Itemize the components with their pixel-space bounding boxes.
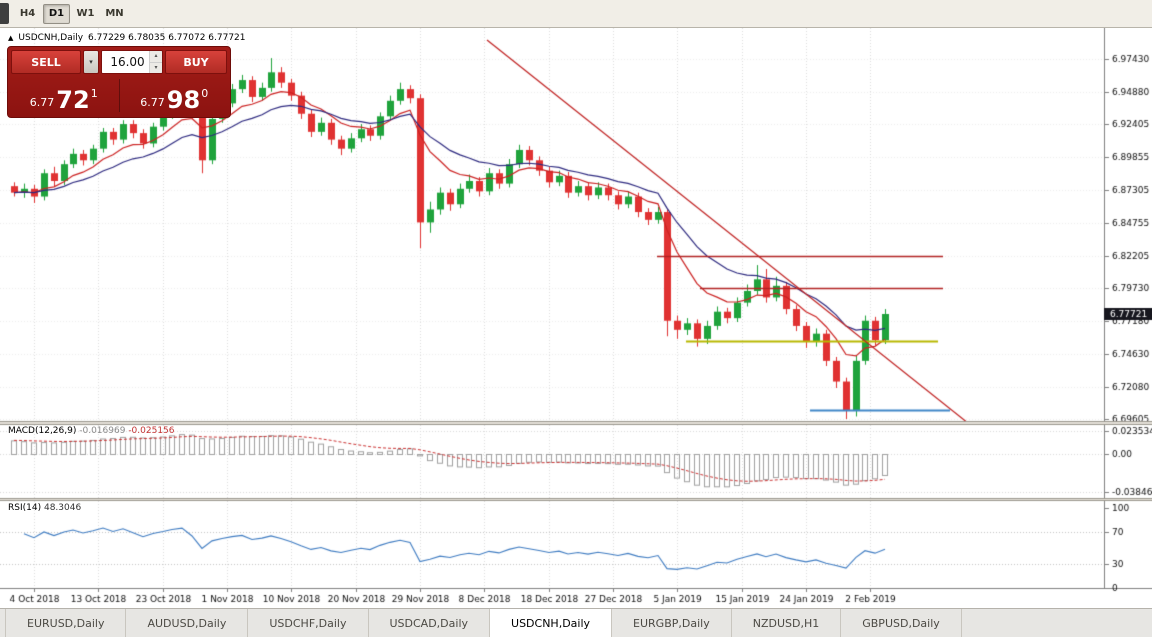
- tab-usdcnh-daily[interactable]: USDCNH,Daily: [490, 609, 613, 637]
- bid-ask-divider: [118, 79, 120, 112]
- volume-increase-button[interactable]: ▴: [150, 51, 162, 63]
- bid-price-pip: 1: [90, 87, 98, 100]
- tab-eurusd-daily[interactable]: EURUSD,Daily: [5, 609, 127, 637]
- tab-usdchf-daily[interactable]: USDCHF,Daily: [248, 609, 369, 637]
- bid-price-prefix: 6.77: [29, 96, 55, 109]
- volume-decrease-button[interactable]: ▾: [150, 62, 162, 73]
- ask-price-big-digits: 98: [166, 86, 201, 114]
- collapse-arrow-icon[interactable]: ▲: [8, 34, 14, 42]
- timeframe-w1-button[interactable]: W1: [72, 4, 99, 24]
- bid-price-big-digits: 72: [56, 86, 90, 114]
- price-chart-canvas[interactable]: [0, 28, 1152, 608]
- volume-field: ▴ ▾: [101, 50, 163, 74]
- tab-nzdusd-h1[interactable]: NZDUSD,H1: [732, 609, 842, 637]
- chart-tab-bar: EURUSD,Daily AUDUSD,Daily USDCHF,Daily U…: [0, 608, 1152, 637]
- timeframe-toolbar: H4 D1 W1 MN: [0, 0, 1152, 28]
- tab-usdcad-daily[interactable]: USDCAD,Daily: [369, 609, 491, 637]
- chart-region: ▲ USDCNH,Daily 6.77229 6.78035 6.77072 6…: [0, 28, 1152, 608]
- volume-input[interactable]: [102, 51, 149, 73]
- timeframe-d1-button[interactable]: D1: [43, 3, 70, 24]
- buy-button[interactable]: BUY: [165, 50, 227, 74]
- partial-toolbar-button[interactable]: [0, 3, 9, 24]
- ask-price[interactable]: 6.77 98 0: [122, 77, 228, 114]
- bid-price[interactable]: 6.77 72 1: [11, 77, 117, 114]
- timeframe-h4-button[interactable]: H4: [14, 4, 41, 24]
- tab-gbpusd-daily[interactable]: GBPUSD,Daily: [841, 609, 962, 637]
- ask-price-prefix: 6.77: [140, 96, 165, 109]
- sell-button[interactable]: SELL: [11, 50, 81, 74]
- timeframe-mn-button[interactable]: MN: [101, 4, 128, 24]
- volume-dropdown-button[interactable]: ▾: [83, 50, 99, 74]
- tab-audusd-daily[interactable]: AUDUSD,Daily: [126, 609, 249, 637]
- ask-price-pip: 0: [201, 87, 209, 100]
- chevron-down-icon: ▾: [89, 59, 93, 66]
- tab-eurgbp-daily[interactable]: EURGBP,Daily: [612, 609, 732, 637]
- volume-spinner: ▴ ▾: [149, 51, 162, 73]
